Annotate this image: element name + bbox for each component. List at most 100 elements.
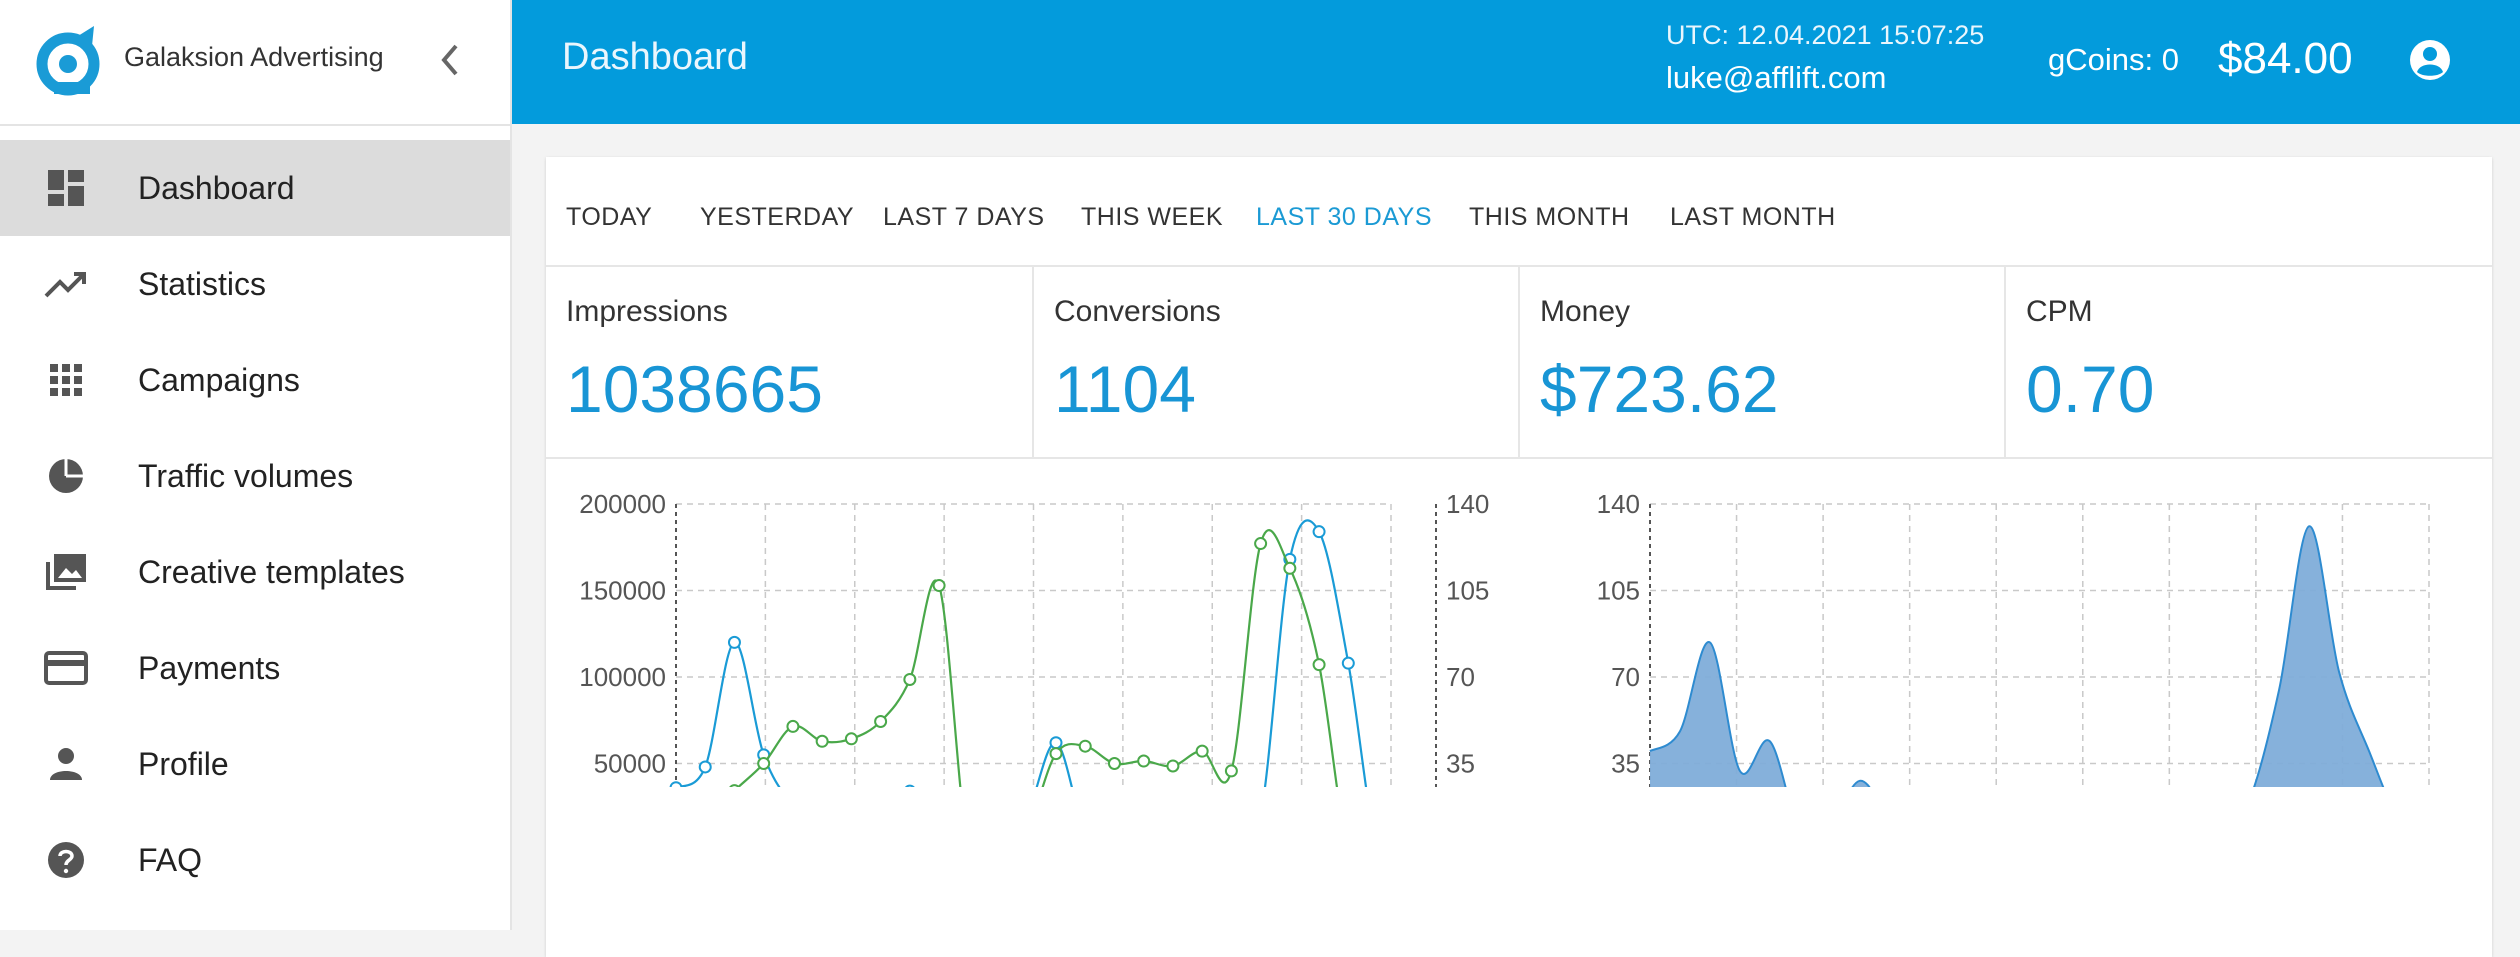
sidebar-item-label: Statistics xyxy=(138,266,267,302)
sidebar-item-creative-templates[interactable]: Creative templates xyxy=(0,524,510,620)
sidebar-item-label: Creative templates xyxy=(138,554,405,590)
sidebar-item-label: Traffic volumes xyxy=(138,458,354,494)
sidebar: Galaksion Advertising Dashboard Statisti… xyxy=(0,0,512,930)
person-icon xyxy=(50,748,82,780)
conversions-point xyxy=(1078,739,1092,753)
sidebar-item-profile[interactable]: Profile xyxy=(0,716,510,812)
stat-value: 1104 xyxy=(1054,352,1196,426)
conversions-point xyxy=(815,734,829,748)
sidebar-item-label: Payments xyxy=(138,650,281,686)
apps-grid-icon xyxy=(50,364,82,396)
y-right-tick-label: 140 xyxy=(1446,489,1489,519)
sidebar-item-dashboard[interactable]: Dashboard xyxy=(0,140,510,236)
stat-value: 1038665 xyxy=(566,352,823,426)
top-bar: Dashboard UTC: 12.04.2021 15:07:25 luke@… xyxy=(512,0,2520,124)
impressions-point xyxy=(904,784,915,787)
y-left-tick-label: 200000 xyxy=(579,489,666,519)
credit-card-icon xyxy=(44,651,88,685)
utc-clock: UTC: 12.04.2021 15:07:25 xyxy=(1666,20,1985,50)
brand-name: Galaksion Advertising xyxy=(124,42,384,72)
sidebar-item-label: Dashboard xyxy=(138,170,295,206)
sidebar-item-label: FAQ xyxy=(138,842,203,878)
conversions-point xyxy=(1107,757,1121,770)
stat-label: CPM xyxy=(2026,295,2093,328)
conversions-point xyxy=(729,784,740,787)
stat-label: Money xyxy=(1540,295,1631,328)
tab-today[interactable]: TODAY xyxy=(566,203,653,231)
y-right-tick-label: 70 xyxy=(1446,662,1475,692)
summary-stats: Impressions 1038665 Conversions 1104 Mon… xyxy=(546,265,2492,459)
conversions-point xyxy=(1224,764,1238,778)
chevron-left-icon[interactable] xyxy=(432,38,468,82)
photo-library-icon xyxy=(46,554,86,590)
stat-cpm: CPM 0.70 xyxy=(2004,265,2490,457)
trending-up-icon xyxy=(44,272,86,298)
conversions-point xyxy=(1283,561,1297,575)
area-fill xyxy=(1650,526,2384,787)
y-tick-label: 105 xyxy=(1597,576,1640,606)
stat-label: Conversions xyxy=(1054,295,1221,328)
conversions-point xyxy=(874,714,888,728)
page-title: Dashboard xyxy=(562,36,748,78)
stat-money: Money $723.62 xyxy=(1518,265,2004,457)
sidebar-item-campaigns[interactable]: Campaigns xyxy=(0,332,510,428)
impressions-point xyxy=(698,760,712,774)
tab-yesterday[interactable]: YESTERDAY xyxy=(700,203,855,231)
y-left-tick-label: 50000 xyxy=(594,749,666,779)
tab-this-month[interactable]: THIS MONTH xyxy=(1469,203,1630,231)
impressions-point xyxy=(1312,525,1326,539)
conversions-point xyxy=(1049,747,1063,761)
y-tick-label: 70 xyxy=(1611,662,1640,692)
conversions-point xyxy=(903,672,917,686)
conversions-point xyxy=(932,579,946,593)
cpm-area-chart: 140 105 70 35 xyxy=(1597,489,2430,787)
conversions-point xyxy=(1137,754,1151,768)
conversions-point xyxy=(1195,744,1209,758)
stat-value: 0.70 xyxy=(2026,352,2155,426)
help-icon xyxy=(48,842,84,878)
stat-value: $723.62 xyxy=(1540,352,1779,426)
sidebar-nav: Dashboard Statistics Campaigns Traffic v… xyxy=(0,140,510,908)
sidebar-item-payments[interactable]: Payments xyxy=(0,620,510,716)
conversions-point xyxy=(1254,537,1268,551)
sidebar-item-faq[interactable]: FAQ xyxy=(0,812,510,908)
conversions-point xyxy=(1166,759,1180,773)
area-line xyxy=(1649,525,2385,787)
y-left-tick-label: 100000 xyxy=(579,662,666,692)
y-right-tick-label: 105 xyxy=(1446,576,1489,606)
impressions-point xyxy=(1049,736,1063,750)
conversions-point xyxy=(844,732,858,746)
conversions-point xyxy=(757,757,771,770)
dashboard-card: TODAY YESTERDAY LAST 7 DAYS THIS WEEK LA… xyxy=(546,157,2492,957)
sidebar-item-traffic-volumes[interactable]: Traffic volumes xyxy=(0,428,510,524)
sidebar-item-statistics[interactable]: Statistics xyxy=(0,236,510,332)
impressions-conversions-chart: 200000 150000 100000 50000 140 105 70 35 xyxy=(579,489,1489,787)
tab-last-7-days[interactable]: LAST 7 DAYS xyxy=(883,203,1045,231)
dashboard-icon xyxy=(48,170,84,206)
account-circle-icon[interactable] xyxy=(2408,38,2452,82)
date-range-tabs: TODAY YESTERDAY LAST 7 DAYS THIS WEEK LA… xyxy=(546,157,2492,267)
pie-chart-icon xyxy=(49,459,83,493)
sidebar-item-label: Campaigns xyxy=(138,362,300,398)
stat-label: Impressions xyxy=(566,295,728,328)
tab-this-week[interactable]: THIS WEEK xyxy=(1081,203,1224,231)
conversions-point xyxy=(1312,658,1326,672)
impressions-point xyxy=(669,781,683,787)
brand-bar: Galaksion Advertising xyxy=(0,0,510,126)
sidebar-item-label: Profile xyxy=(138,746,229,782)
stat-conversions: Conversions 1104 xyxy=(1032,265,1518,457)
y-left-tick-label: 150000 xyxy=(579,576,666,606)
impressions-point xyxy=(1341,656,1355,670)
y-right-tick-label: 35 xyxy=(1446,749,1475,779)
account-balance: $84.00 xyxy=(2218,34,2353,83)
y-tick-label: 140 xyxy=(1597,489,1640,519)
gcoins-balance: gCoins: 0 xyxy=(2048,42,2179,77)
galaksion-logo xyxy=(36,26,100,96)
tab-last-30-days[interactable]: LAST 30 DAYS xyxy=(1256,203,1432,231)
conversions-point xyxy=(786,719,800,733)
y-tick-label: 35 xyxy=(1611,749,1640,779)
stat-impressions: Impressions 1038665 xyxy=(546,265,1032,457)
tab-last-month[interactable]: LAST MONTH xyxy=(1670,203,1836,231)
impressions-point xyxy=(727,635,741,649)
user-email: luke@afflift.com xyxy=(1666,60,1887,95)
